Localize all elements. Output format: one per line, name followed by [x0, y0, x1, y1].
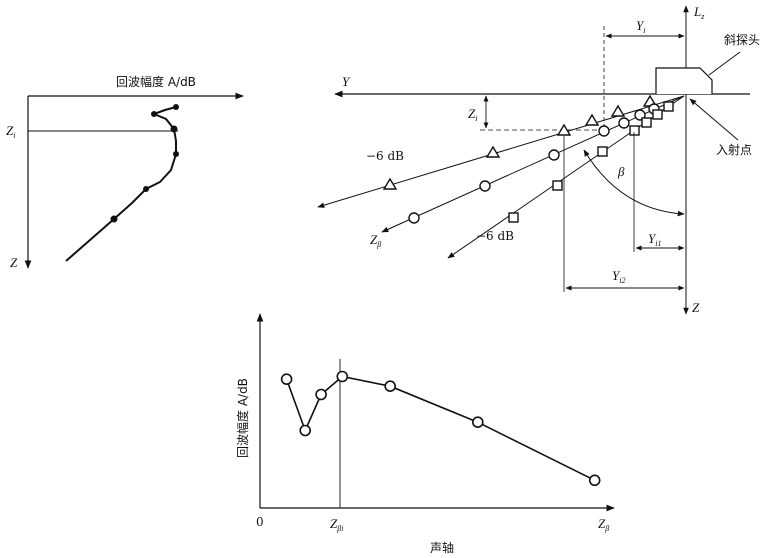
square-marker [508, 212, 519, 223]
triangle-marker [556, 123, 572, 136]
y-axis-label: Y [342, 74, 351, 89]
circle-marker [618, 117, 630, 129]
beta-angle-arc [583, 149, 685, 217]
square-marker [597, 146, 608, 157]
amplitude-point [471, 416, 484, 429]
left-profile-dot [170, 125, 178, 133]
bottom-origin-label: 0 [256, 515, 264, 529]
left-profile-dot [173, 104, 179, 110]
minus6db-lower-label: −6 dB [476, 229, 514, 243]
bottom-chart: 回波幅度 A/dB 声轴 0 Zβi Zβ [235, 313, 615, 555]
left-amplitude-label: 回波幅度 A/dB [116, 74, 196, 89]
triangle-marker [610, 104, 626, 117]
lz-label: Lz [693, 4, 705, 21]
z-beta-ray-label: Zβ [370, 232, 381, 249]
bottom-xlabel: 声轴 [430, 540, 454, 555]
zi-label: Zi [468, 106, 477, 123]
beam-axis-center [381, 95, 685, 233]
angle-probe-icon [655, 67, 713, 94]
left-profile-dot [173, 151, 179, 157]
left-z-label: Z [10, 255, 18, 270]
triangle-marker [382, 177, 398, 190]
amplitude-point [299, 424, 312, 437]
circle-marker [548, 149, 560, 161]
amplitude-point [280, 373, 293, 386]
yi-label: Yi [636, 18, 645, 35]
circle-marker [479, 180, 491, 192]
triangle-marker [485, 145, 501, 158]
circle-markers [408, 103, 660, 224]
yi1-label: Yi1 [648, 231, 661, 248]
amplitude-point [588, 474, 601, 487]
bottom-ylabel: 回波幅度 A/dB [235, 378, 250, 458]
amplitude-point [336, 370, 349, 383]
amplitude-curve [285, 375, 596, 482]
left-amplitude-profile: 回波幅度 A/dB Zi Z [6, 74, 244, 270]
bottom-z-beta-i-label: Zβi [330, 516, 343, 533]
circle-marker [598, 125, 610, 137]
triangle-marker [584, 113, 600, 126]
square-marker [652, 109, 663, 120]
left-profile-curve [65, 106, 177, 262]
square-marker [641, 117, 652, 128]
probe-leader-line [708, 51, 741, 76]
square-marker [663, 101, 674, 112]
amplitude-point [384, 380, 397, 393]
amplitude-point [315, 388, 327, 401]
left-profile-dot [110, 215, 118, 223]
left-zi-label: Zi [6, 123, 15, 140]
entry-point-leader [689, 98, 739, 141]
minus6db-upper-label: −6 dB [366, 149, 404, 163]
circle-marker [408, 212, 420, 224]
beta-label: β [617, 164, 625, 179]
square-marker [552, 180, 563, 191]
square-marker [629, 125, 640, 136]
entry-point-label: 入射点 [716, 142, 752, 157]
bottom-z-beta-label: Zβ [598, 516, 609, 533]
right-geometry-diagram: Y Lz Z 斜探头 入射点 Yi Zi −6 dB −6 dB Zβ [317, 4, 760, 315]
left-profile-dots [110, 104, 179, 223]
left-profile-dot [143, 186, 149, 192]
probe-label: 斜探头 [724, 33, 760, 47]
left-profile-dot [151, 111, 157, 117]
yi2-label: Yi2 [612, 268, 625, 285]
z-axis-label: Z [692, 300, 700, 315]
amplitude-points [280, 370, 601, 487]
